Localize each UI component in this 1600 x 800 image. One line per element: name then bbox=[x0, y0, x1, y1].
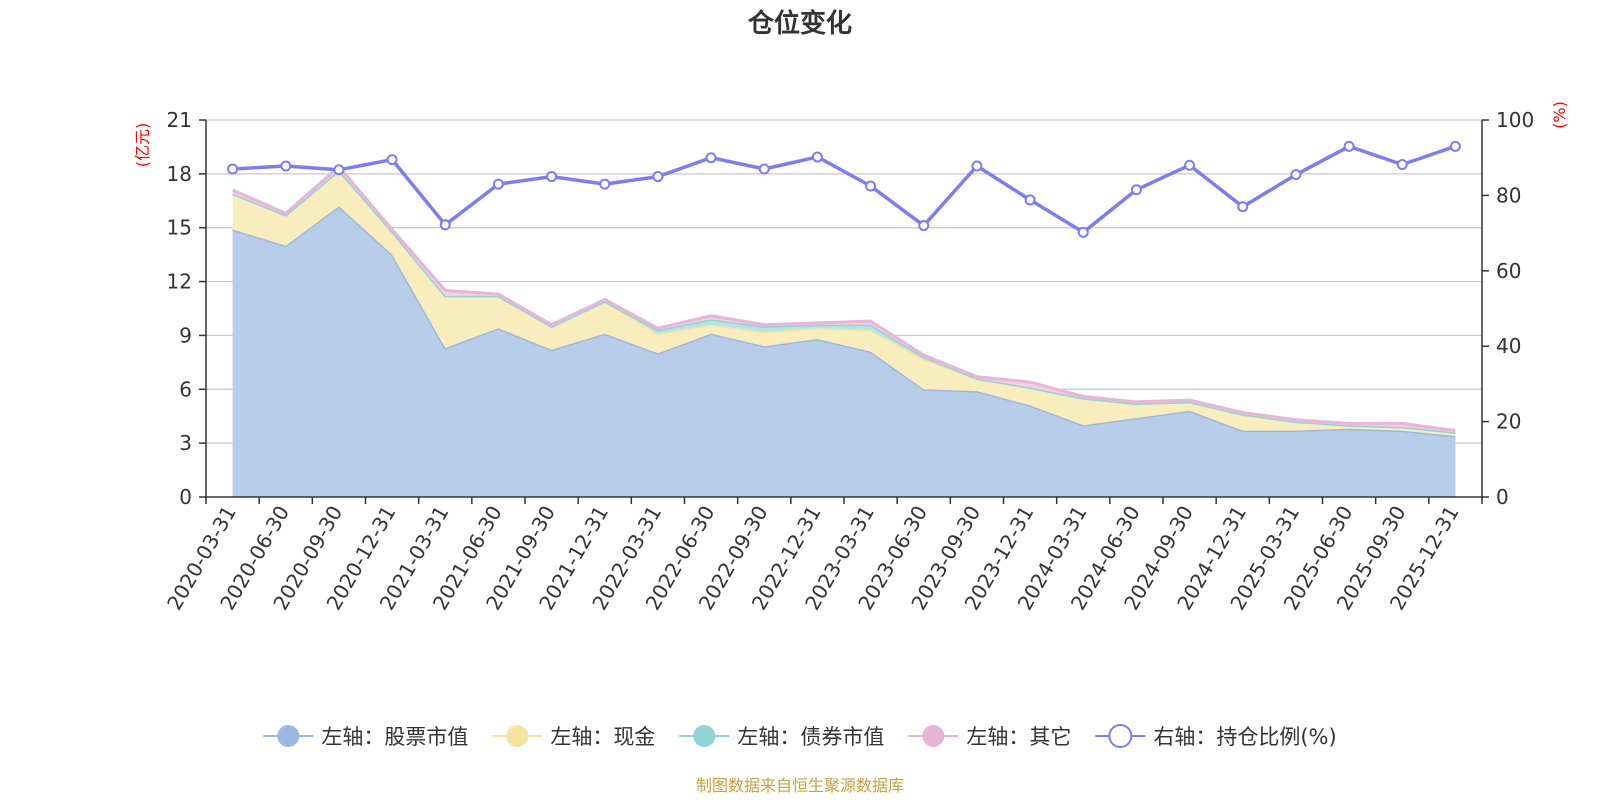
ratio-point bbox=[758, 163, 770, 175]
ratio-point bbox=[1130, 184, 1142, 196]
ratio-point bbox=[492, 178, 504, 190]
left-axis-tick-label: 18 bbox=[167, 162, 192, 186]
left-axis-unit: (亿元) bbox=[133, 123, 152, 168]
ratio-point bbox=[811, 151, 823, 163]
right-axis-unit: (%) bbox=[1550, 101, 1569, 129]
stacked-areas bbox=[231, 165, 1456, 497]
area-top-line bbox=[231, 165, 1456, 433]
legend-marker bbox=[506, 725, 529, 747]
left-axis-tick-label: 0 bbox=[179, 485, 192, 509]
ratio-point bbox=[1396, 158, 1408, 170]
area-band bbox=[232, 170, 1456, 437]
right-axis-tick-label: 40 bbox=[1496, 334, 1521, 358]
ratio-point bbox=[1237, 201, 1249, 213]
ratio-point bbox=[1024, 194, 1036, 206]
chart-title: 仓位变化 bbox=[747, 8, 852, 39]
legend-label: 左轴：其它 bbox=[966, 725, 1071, 749]
legend-item: 左轴：现金 bbox=[492, 725, 655, 749]
legend-marker bbox=[277, 725, 300, 747]
ratio-point bbox=[1343, 140, 1355, 152]
legend-marker bbox=[922, 725, 945, 747]
left-axis-tick-label: 21 bbox=[167, 108, 192, 132]
ratio-point bbox=[599, 178, 611, 190]
legend-label: 右轴：持仓比例(%) bbox=[1153, 725, 1336, 749]
ratio-point bbox=[280, 160, 292, 172]
ratio-point bbox=[1290, 169, 1302, 181]
legend: 左轴：股票市值 左轴：现金 左轴：债券市值 左轴：其它 右轴：持仓比例(%) bbox=[263, 724, 1337, 749]
ratio-point bbox=[333, 164, 345, 176]
ratio-point bbox=[439, 219, 451, 231]
right-axis-tick-label: 20 bbox=[1496, 410, 1521, 434]
area-band bbox=[232, 206, 1456, 497]
left-axis-tick-label: 6 bbox=[179, 377, 192, 401]
data-source-note: 制图数据来自恒生聚源数据库 bbox=[696, 776, 904, 795]
left-axis-tick-label: 9 bbox=[179, 323, 192, 347]
legend-item: 左轴：股票市值 bbox=[263, 725, 468, 749]
left-axis-tick-label: 15 bbox=[167, 216, 192, 240]
ratio-point bbox=[918, 220, 930, 232]
right-axis-tick-label: 80 bbox=[1496, 183, 1521, 207]
legend-label: 左轴：债券市值 bbox=[737, 725, 884, 749]
ratio-point bbox=[386, 154, 398, 166]
legend-marker bbox=[1108, 724, 1133, 748]
ratio-line bbox=[232, 144, 1456, 235]
left-axis-tick-label: 3 bbox=[179, 431, 192, 455]
ratio-point bbox=[1184, 159, 1196, 171]
left-axis-tick-label: 12 bbox=[167, 270, 192, 294]
legend-label: 左轴：现金 bbox=[550, 725, 655, 749]
ratio-point bbox=[865, 180, 877, 192]
right-axis-tick-label: 60 bbox=[1496, 259, 1521, 283]
ratio-point bbox=[705, 152, 717, 164]
ratio-point bbox=[546, 171, 558, 183]
right-axis-tick-label: 0 bbox=[1496, 485, 1509, 509]
ratio-point bbox=[971, 160, 983, 172]
ratio-point bbox=[652, 171, 664, 183]
legend-item: 右轴：持仓比例(%) bbox=[1095, 724, 1337, 749]
legend-item: 左轴：债券市值 bbox=[679, 725, 884, 749]
ratio-point bbox=[1077, 226, 1089, 238]
ratio-point bbox=[227, 163, 239, 175]
right-axis-tick-label: 100 bbox=[1496, 108, 1534, 132]
legend-label: 左轴：股票市值 bbox=[321, 725, 468, 749]
legend-item: 左轴：其它 bbox=[908, 725, 1071, 749]
ratio-point bbox=[1449, 140, 1461, 152]
legend-marker bbox=[693, 725, 716, 747]
holding-ratio-line bbox=[227, 140, 1461, 238]
